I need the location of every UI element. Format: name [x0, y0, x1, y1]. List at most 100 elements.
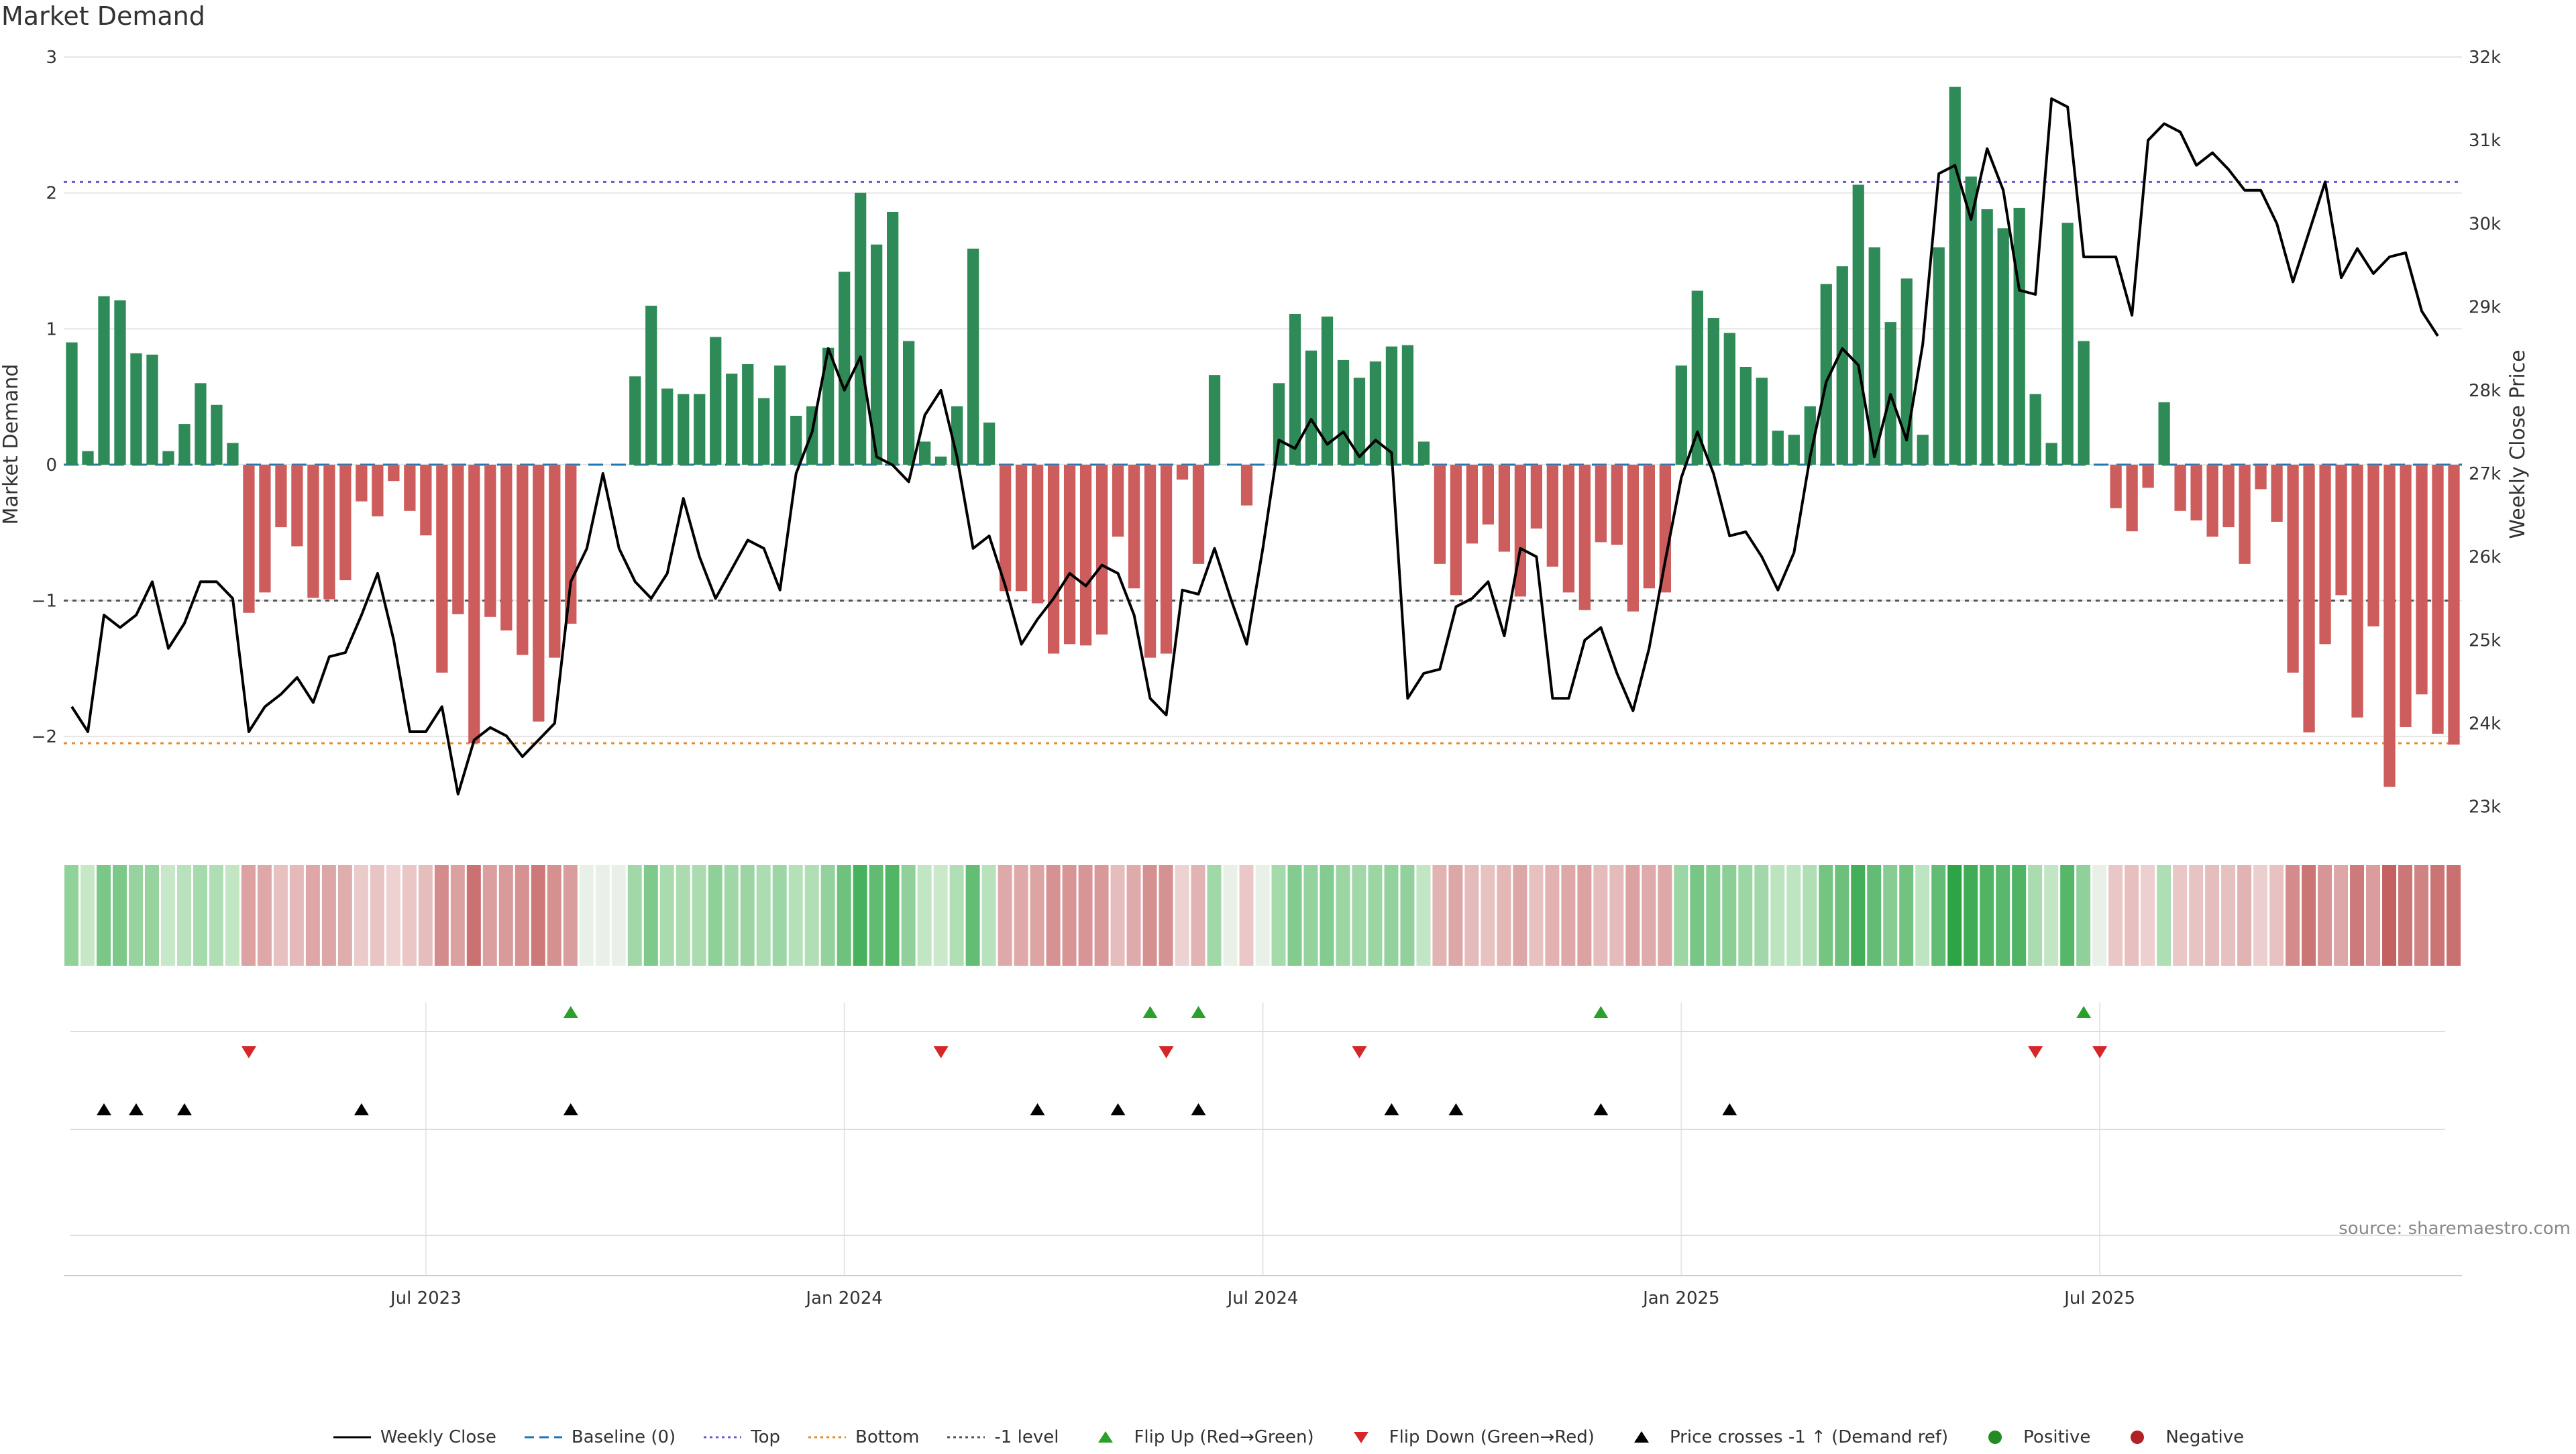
strip-tile: [869, 865, 883, 966]
demand-bar: [1434, 464, 1446, 564]
strip-tile: [1706, 865, 1721, 966]
strip-tile: [1223, 865, 1238, 966]
y2-tick-label: 32k: [2469, 48, 2501, 68]
strip-tile: [2141, 865, 2155, 966]
demand-bar: [1546, 464, 1559, 567]
strip-tile: [482, 865, 497, 966]
demand-bar: [372, 464, 384, 516]
strip-tile: [1352, 865, 1366, 966]
demand-bar: [2319, 464, 2331, 645]
demand-bar: [726, 374, 738, 465]
demand-bar: [629, 376, 641, 465]
strip-tile: [1110, 865, 1125, 966]
strip-tile: [659, 865, 674, 966]
strip-tile: [64, 865, 78, 966]
demand-bar: [307, 464, 319, 598]
demand-bar: [420, 464, 432, 536]
strip-tile: [853, 865, 867, 966]
flip-up-marker: [1191, 1006, 1206, 1018]
legend-item: Weekly Close: [332, 1427, 496, 1447]
demand-bar: [1562, 464, 1575, 593]
strip-tile: [563, 865, 578, 966]
strip-tile: [1175, 865, 1189, 966]
demand-bar: [1498, 464, 1511, 552]
demand-bar: [1401, 345, 1414, 465]
strip-tile: [2044, 865, 2059, 966]
demand-bar: [114, 300, 126, 465]
flip-down-marker: [2028, 1046, 2043, 1058]
strip-tile: [515, 865, 529, 966]
flip-down-marker: [933, 1046, 949, 1058]
demand-bar: [259, 464, 271, 593]
demand-bar: [967, 248, 979, 465]
strip-tile: [112, 865, 127, 966]
demand-bar: [2287, 464, 2299, 673]
strip-tile: [1577, 865, 1592, 966]
reference-lines: [64, 180, 2462, 744]
demand-bar: [1868, 247, 1880, 465]
strip-tile: [804, 865, 819, 966]
demand-bar: [774, 365, 786, 465]
demand-bar: [934, 456, 947, 465]
legend-label: Bottom: [855, 1427, 920, 1447]
cross-up-marker: [1593, 1103, 1609, 1115]
gridlines: [64, 56, 2462, 1276]
strip-tile: [1094, 865, 1109, 966]
y-tick-label: 3: [46, 48, 57, 68]
strip-tile: [933, 865, 948, 966]
strip-tile: [1481, 865, 1495, 966]
demand-bar: [275, 464, 287, 528]
demand-bar: [1530, 464, 1543, 529]
strip-tile: [2286, 865, 2300, 966]
demand-bar: [243, 464, 255, 613]
demand-bar: [2335, 464, 2347, 596]
demand-bar: [2239, 464, 2251, 564]
strip-tile: [354, 865, 368, 966]
strip-tile: [193, 865, 207, 966]
legend-swatch-shape: [1353, 1432, 1368, 1443]
demand-bar: [1160, 464, 1173, 654]
demand-bar: [2142, 464, 2154, 488]
strip-tile: [160, 865, 175, 966]
y-tick-label: 0: [46, 455, 57, 476]
demand-bar: [2303, 464, 2315, 733]
demand-bar: [2078, 341, 2090, 465]
demand-bar: [533, 464, 545, 722]
cross-up-marker: [1110, 1103, 1126, 1115]
demand-bar: [1240, 464, 1253, 506]
strip-tile: [1320, 865, 1334, 966]
y-tick-label: 2: [46, 184, 57, 204]
strip-tile: [1368, 865, 1383, 966]
strip-tile: [1625, 865, 1640, 966]
strip-tile: [1384, 865, 1399, 966]
y-tick-label: −1: [32, 592, 57, 612]
strip-tile: [1593, 865, 1608, 966]
demand-bar: [1949, 87, 1961, 465]
legend-label: Flip Down (Green→Red): [1389, 1427, 1595, 1447]
demand-bar: [1804, 406, 1816, 465]
legend-swatch-shape: [1988, 1431, 2002, 1444]
strip-tile: [209, 865, 223, 966]
flip-up-marker: [1142, 1006, 1158, 1018]
demand-bar: [839, 272, 851, 465]
strip-tile: [370, 865, 384, 966]
demand-bar: [1997, 228, 2009, 465]
legend-item: Flip Down (Green→Red): [1341, 1427, 1595, 1447]
strip-tile: [1448, 865, 1463, 966]
strip-tile: [2382, 865, 2397, 966]
legend-item: Price crosses -1 ↑ (Demand ref): [1621, 1427, 1948, 1447]
y2-tick-label: 25k: [2469, 630, 2501, 651]
demand-bar: [1917, 435, 1929, 465]
strip-tile: [2108, 865, 2123, 966]
strip-tile: [2125, 865, 2139, 966]
demand-bar: [2158, 402, 2170, 465]
demand-bar: [1385, 346, 1398, 465]
legend-item: Top: [702, 1427, 780, 1447]
demand-bar: [661, 388, 674, 465]
solid-line-icon: [333, 1436, 371, 1439]
strip-tile: [692, 865, 706, 966]
dotted-line-icon: [808, 1436, 847, 1439]
demand-bar: [1095, 464, 1108, 635]
strip-tile: [305, 865, 320, 966]
y2-tick-label: 26k: [2469, 547, 2501, 567]
